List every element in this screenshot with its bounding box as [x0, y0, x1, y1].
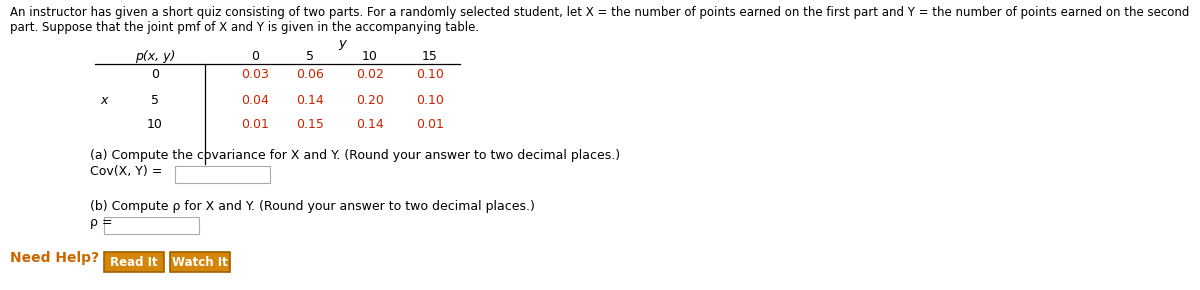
Text: 0.02: 0.02	[356, 68, 384, 81]
Text: 0: 0	[251, 50, 259, 63]
FancyBboxPatch shape	[104, 252, 164, 272]
Text: x: x	[100, 93, 107, 106]
Text: (a) Compute the covariance for X and Y. (Round your answer to two decimal places: (a) Compute the covariance for X and Y. …	[90, 149, 620, 162]
Text: 0.01: 0.01	[241, 119, 269, 131]
Text: 0.10: 0.10	[416, 68, 444, 81]
Text: 0.03: 0.03	[241, 68, 269, 81]
Text: ρ =: ρ =	[90, 216, 113, 229]
Text: 0.15: 0.15	[296, 119, 324, 131]
Text: 0.01: 0.01	[416, 119, 444, 131]
Text: 0.10: 0.10	[416, 93, 444, 106]
Text: 15: 15	[422, 50, 438, 63]
Text: y: y	[338, 37, 347, 50]
Text: Read It: Read It	[110, 255, 158, 269]
Text: 5: 5	[151, 93, 158, 106]
Text: An instructor has given a short quiz consisting of two parts. For a randomly sel: An instructor has given a short quiz con…	[10, 6, 1189, 19]
Text: p(x, y): p(x, y)	[134, 50, 175, 63]
Text: Need Help?: Need Help?	[10, 251, 100, 265]
Text: 0.06: 0.06	[296, 68, 324, 81]
Text: part. Suppose that the joint pmf of X and Y is given in the accompanying table.: part. Suppose that the joint pmf of X an…	[10, 21, 479, 34]
Text: Watch It: Watch It	[172, 255, 228, 269]
FancyBboxPatch shape	[175, 166, 270, 183]
Text: 0.04: 0.04	[241, 93, 269, 106]
Text: 0.20: 0.20	[356, 93, 384, 106]
Text: 10: 10	[148, 119, 163, 131]
Text: Cov(X, Y) =: Cov(X, Y) =	[90, 165, 162, 178]
Text: 10: 10	[362, 50, 378, 63]
Text: 5: 5	[306, 50, 314, 63]
Text: 0: 0	[151, 68, 158, 81]
Text: 0.14: 0.14	[356, 119, 384, 131]
Text: 0.14: 0.14	[296, 93, 324, 106]
FancyBboxPatch shape	[104, 217, 199, 234]
Text: (b) Compute ρ for X and Y. (Round your answer to two decimal places.): (b) Compute ρ for X and Y. (Round your a…	[90, 200, 535, 213]
FancyBboxPatch shape	[170, 252, 230, 272]
